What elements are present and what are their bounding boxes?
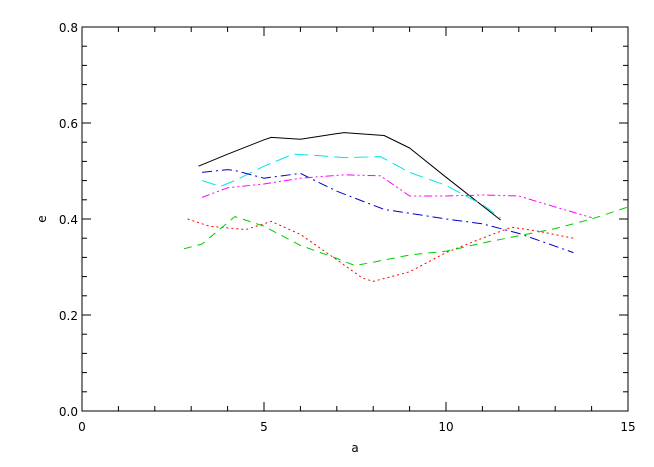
axis-ticks [81,26,629,412]
series-line-3 [202,169,574,254]
x-tick-label: 0 [78,420,86,434]
y-tick-label: 0.8 [59,21,78,35]
y-tick-label: 0.0 [59,405,78,419]
y-tick-labels: 0.0 0.2 0.4 0.6 0.8 [59,21,78,419]
series-line-5 [187,218,574,282]
y-axis-label: e [35,215,49,222]
series-lines [183,132,629,282]
x-tick-labels: 0 5 10 15 [78,420,635,434]
plot-frame [81,26,629,412]
y-tick-label: 0.2 [59,309,78,323]
x-tick-label: 10 [438,420,453,434]
series-line-2 [201,153,501,219]
series-line-6 [183,206,629,267]
x-axis-label: a [351,441,358,455]
x-tick-label: 15 [620,420,635,434]
y-tick-label: 0.6 [59,117,78,131]
x-tick-label: 5 [260,420,268,434]
y-tick-label: 0.4 [59,213,78,227]
series-line-4 [201,174,592,219]
series-line-1 [198,132,501,221]
